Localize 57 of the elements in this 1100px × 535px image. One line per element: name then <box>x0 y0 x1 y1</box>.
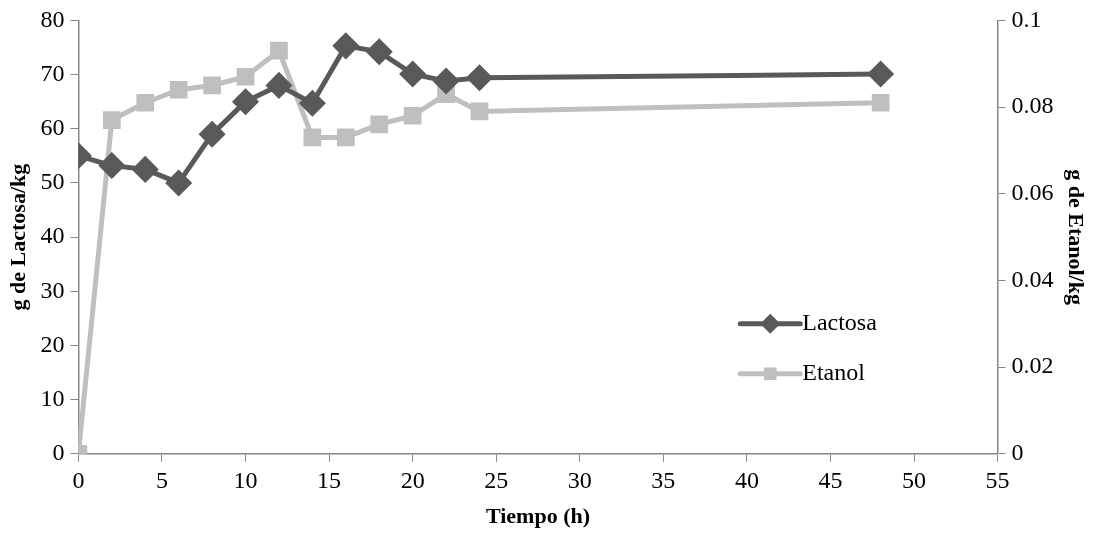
legend-label: Etanol <box>802 359 866 386</box>
y2-tick-label: 0.08 <box>1011 92 1054 119</box>
x-tick-label: 15 <box>317 467 342 494</box>
point <box>199 121 225 147</box>
y2-tick-label: 0.04 <box>1011 265 1054 292</box>
point <box>336 128 355 147</box>
x-tick-label: 10 <box>233 467 258 494</box>
point <box>333 33 359 59</box>
point <box>136 93 155 112</box>
y2-tick-label: 0.02 <box>1011 352 1054 379</box>
point <box>132 156 158 182</box>
y-tick-label: 20 <box>40 330 65 357</box>
x-tick-label: 35 <box>651 467 676 494</box>
y-tick-label: 70 <box>40 59 65 86</box>
point <box>433 68 459 94</box>
point <box>470 102 489 121</box>
y-tick-label: 30 <box>40 276 65 303</box>
y-tick-label: 0 <box>52 439 65 466</box>
y2-tick-label: 0.06 <box>1011 179 1054 206</box>
point <box>303 128 322 147</box>
x-tick-label: 45 <box>818 467 843 494</box>
y-tick-label: 60 <box>40 114 65 141</box>
x-tick-label: 0 <box>72 467 85 494</box>
x-tick-label: 30 <box>567 467 592 494</box>
point <box>203 76 221 95</box>
point <box>400 61 426 87</box>
y-tick-label: 80 <box>40 5 65 32</box>
y2-axis-title: g de Etanol/kg <box>1064 169 1090 305</box>
point <box>169 80 188 99</box>
y-tick-label: 40 <box>40 222 65 249</box>
legend-label: Lactosa <box>802 309 878 336</box>
point <box>868 61 894 87</box>
x-tick-label: 5 <box>155 467 168 494</box>
y-axis-title: g de Lactosa/kg <box>4 163 30 311</box>
x-tick-label: 20 <box>400 467 425 494</box>
x-tick-label: 40 <box>734 467 759 494</box>
point <box>403 106 422 125</box>
x-tick-label: 25 <box>484 467 509 494</box>
point <box>236 67 255 86</box>
y-tick-label: 50 <box>40 168 65 195</box>
point <box>467 65 493 91</box>
point <box>871 93 890 112</box>
point <box>299 90 325 116</box>
point <box>166 170 192 196</box>
y-tick-label: 10 <box>40 384 65 411</box>
point <box>366 39 392 65</box>
x-tick-label: 55 <box>985 467 1010 494</box>
point <box>370 115 389 134</box>
point <box>99 153 125 179</box>
point <box>233 89 259 115</box>
y2-tick-label: 0 <box>1011 439 1024 466</box>
x-axis-title: Tiempo (h) <box>485 503 591 529</box>
point <box>270 41 288 60</box>
x-tick-label: 50 <box>902 467 927 494</box>
point <box>266 72 292 98</box>
point <box>102 111 121 129</box>
y2-tick-label: 0.1 <box>1011 5 1042 32</box>
